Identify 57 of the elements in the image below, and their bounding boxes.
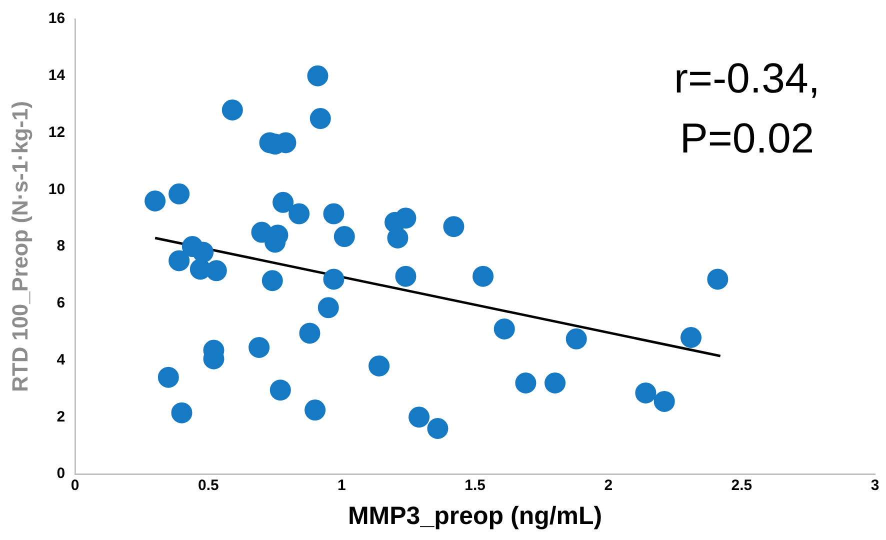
x-tick-label: 0: [70, 477, 80, 494]
point: [270, 380, 291, 401]
point: [168, 250, 190, 272]
x-tick-label: 2.5: [731, 477, 752, 494]
point: [334, 226, 355, 248]
point: [395, 266, 416, 287]
point: [635, 382, 656, 404]
x-tick-label: 1: [338, 477, 346, 494]
y-tick-label: 16: [48, 10, 66, 28]
point: [544, 372, 566, 394]
x-tick-label: 2: [604, 477, 613, 494]
point: [310, 108, 331, 130]
annotation: r=-0.34,: [674, 54, 820, 102]
point: [144, 190, 166, 212]
point: [494, 318, 515, 340]
point: [395, 208, 416, 229]
point: [168, 183, 190, 204]
point: [368, 355, 390, 376]
point: [323, 203, 344, 224]
point: [192, 242, 214, 263]
point: [288, 203, 310, 224]
point: [566, 328, 587, 350]
point: [272, 192, 294, 213]
y-tick-label: 0: [56, 465, 66, 482]
point: [515, 372, 536, 394]
x-tick-label: 0.5: [198, 477, 219, 494]
point: [427, 418, 448, 439]
point: [323, 268, 344, 290]
y-tick-label: 12: [48, 124, 66, 141]
point: [299, 322, 320, 344]
y-tick-label: 8: [56, 238, 66, 255]
point: [408, 406, 430, 428]
point: [472, 266, 494, 287]
point: [304, 400, 326, 421]
point: [171, 402, 192, 424]
point: [654, 390, 675, 412]
point: [248, 336, 270, 358]
point: [307, 65, 328, 86]
y-axis-title: RTD 100_Preop (N·s-1·kg-1): [7, 101, 32, 392]
y-tick-label: 14: [48, 67, 66, 84]
point: [262, 270, 283, 292]
point: [206, 260, 227, 282]
point: [158, 366, 179, 388]
y-tick-label: 2: [56, 408, 66, 426]
y-tick-label: 10: [48, 180, 66, 198]
point: [318, 297, 339, 318]
x-tick-label: 1.5: [464, 477, 486, 494]
y-tick-label: 4: [56, 351, 66, 368]
point: [680, 327, 702, 348]
y-tick-label: 6: [56, 294, 66, 312]
point: [443, 216, 464, 238]
point: [387, 227, 408, 248]
x-tick-label: 3: [870, 477, 880, 494]
point: [707, 268, 728, 290]
annotation: P=0.02: [680, 114, 814, 162]
point: [222, 100, 243, 120]
x-axis-title: MMP3_preop (ng/mL): [348, 502, 602, 530]
